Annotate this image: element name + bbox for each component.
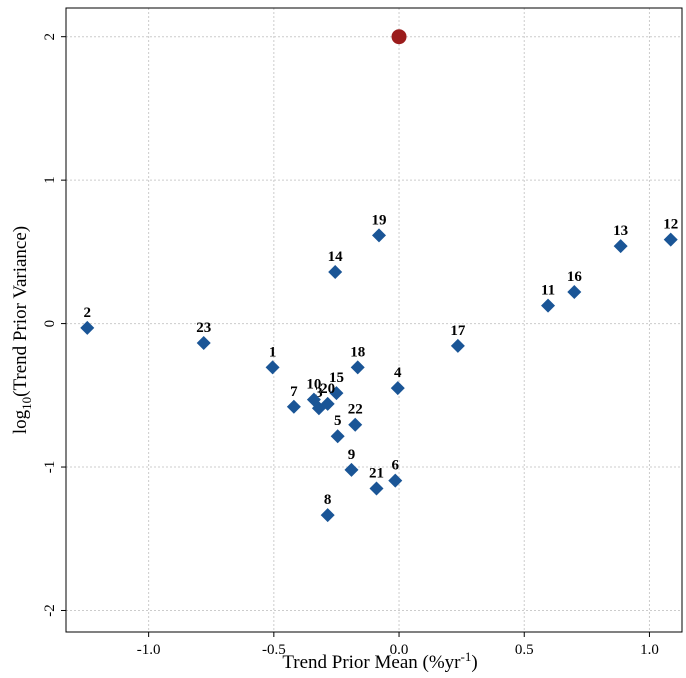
data-point-label: 8 [324, 492, 332, 508]
data-point-label: 5 [334, 413, 342, 429]
data-point-label: 21 [369, 466, 384, 482]
x-tick-label: 0.5 [515, 642, 534, 658]
data-point [450, 338, 465, 353]
plot-frame [65, 7, 683, 633]
data-point [348, 417, 363, 432]
data-point-label: 23 [196, 320, 211, 336]
data-point-label: 16 [567, 269, 583, 285]
x-tick-label: 0.0 [390, 642, 409, 658]
data-point-label: 3 [315, 385, 323, 401]
data-point [372, 228, 387, 243]
data-point [330, 429, 345, 444]
data-point [541, 298, 556, 313]
data-point-label: 2 [84, 305, 92, 321]
data-point-label: 13 [613, 223, 628, 239]
x-tick-label: -0.5 [262, 642, 286, 658]
data-point [329, 386, 344, 401]
data-point-label: 10 [306, 377, 321, 393]
data-point-label: 7 [290, 384, 298, 400]
data-point-label: 12 [663, 217, 678, 233]
data-point-label: 14 [328, 249, 344, 265]
grid-lines [66, 8, 682, 632]
data-point [567, 285, 582, 300]
data-point-label: 15 [329, 370, 344, 386]
x-tick-label: -1.0 [137, 642, 161, 658]
axes: -1.0 -0.5 0.0 0.5 1.0 -2 -1 0 1 2 [42, 33, 659, 658]
data-point-label: 1 [269, 344, 277, 360]
data-point-label: 19 [372, 212, 387, 228]
data-point-label: 4 [394, 365, 402, 381]
data-point-label: 17 [450, 323, 466, 339]
y-tick-label: -1 [42, 461, 58, 474]
x-tick-label: 1.0 [640, 642, 659, 658]
data-point [350, 360, 365, 375]
data-point [320, 396, 335, 411]
y-tick-label: 1 [42, 176, 58, 184]
x-axis-title: Trend Prior Mean (%yr-1) [282, 649, 477, 673]
data-point-label: 9 [348, 447, 356, 463]
data-point-label: 6 [392, 458, 400, 474]
data-point [390, 381, 405, 396]
data-point [663, 232, 678, 247]
data-point [388, 473, 403, 488]
y-tick-label: 0 [42, 320, 58, 328]
data-point [286, 399, 301, 414]
data-point [344, 462, 359, 477]
data-point [613, 239, 628, 254]
data-point-label: 20 [320, 381, 335, 397]
data-point [369, 481, 384, 496]
data-point-label: 18 [350, 344, 365, 360]
y-tick-label: 2 [42, 33, 58, 41]
data-point-label: 22 [348, 402, 363, 418]
y-tick-label: -2 [42, 604, 58, 617]
data-point [320, 508, 335, 523]
data-point [265, 360, 280, 375]
y-axis-title: log10(Trend Prior Variance) [10, 226, 34, 434]
data-point [306, 392, 321, 407]
reference-point [391, 29, 407, 45]
data-point [80, 320, 95, 335]
data-point [196, 335, 211, 350]
data-point [328, 264, 343, 279]
data-point-label: 11 [541, 283, 555, 299]
